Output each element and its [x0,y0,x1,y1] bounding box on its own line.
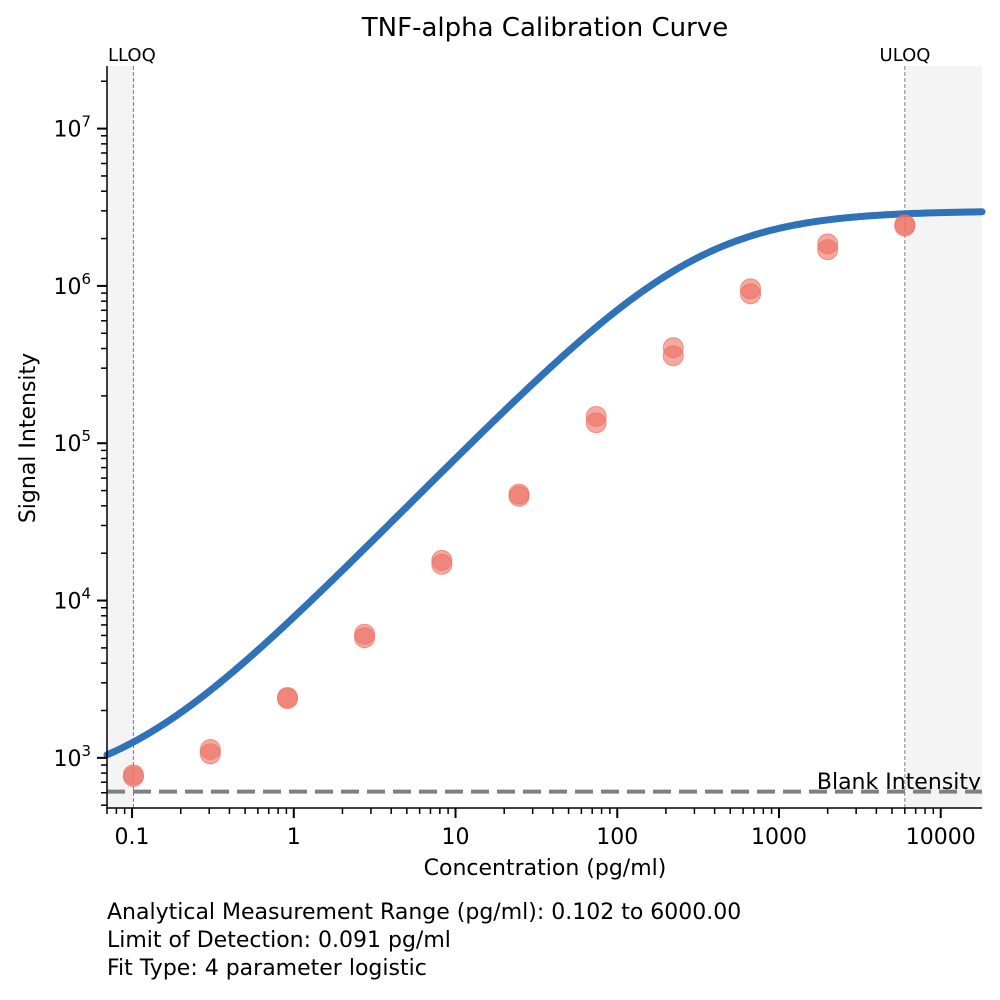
data-point-3 [199,743,221,765]
footnote-lod: Limit of Detection: 0.091 pg/ml [107,928,451,953]
x-tick-label: 10 [442,825,470,850]
y-tick-label: 106 [53,270,91,300]
x-tick-label: 100 [596,825,638,850]
x-tick-label: 10000 [906,825,976,850]
footnote-range: Analytical Measurement Range (pg/ml): 0.… [107,900,742,925]
data-point-1 [122,766,144,788]
lloq-label: LLOQ [108,45,156,66]
uloq-label: ULOQ [880,45,931,66]
data-point-21 [894,215,916,237]
below-lloq-shade [107,66,134,808]
x-tick-label: 1000 [751,825,807,850]
chart-title: TNF-alpha Calibration Curve [361,13,728,43]
y-tick-label: 104 [53,585,91,615]
data-point-9 [431,553,453,575]
data-point-13 [585,412,607,434]
y-tick-label: 105 [53,427,91,457]
x-tick-label: 1 [287,825,301,850]
data-point-7 [354,627,376,649]
x-axis-label: Concentration (pg/ml) [424,856,667,881]
data-point-17 [740,283,762,305]
data-point-5 [276,688,298,710]
y-axis-label: Signal Intensity [16,353,41,523]
y-tick-label: 103 [53,742,91,772]
above-uloq-shade [904,66,982,808]
data-point-15 [662,345,684,367]
y-tick-label: 107 [53,113,91,143]
data-point-11 [508,485,530,507]
fit-curve [103,208,986,759]
footnote-fit-type: Fit Type: 4 parameter logistic [107,956,427,981]
data-point-19 [817,239,839,261]
plot-background-layer [107,66,982,808]
x-tick-label: 0.1 [115,825,150,850]
